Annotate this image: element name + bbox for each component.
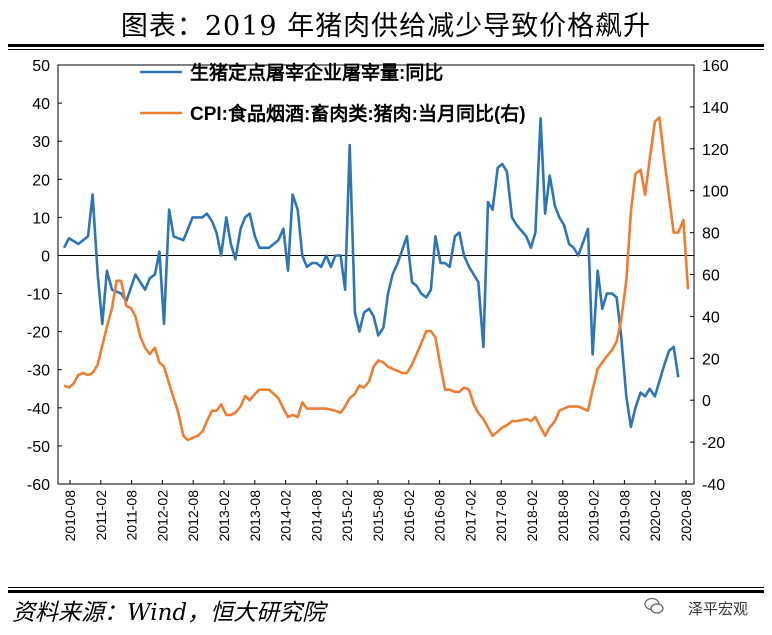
x-tick-label: 2019-08 <box>616 490 632 542</box>
left-tick-label: -60 <box>27 477 50 494</box>
source-note: 资料来源：Wind，恒大研究院 <box>12 600 326 626</box>
x-tick-label: 2020-08 <box>678 490 694 542</box>
right-tick-label: 80 <box>702 226 720 243</box>
x-tick-label: 2020-02 <box>647 490 663 542</box>
x-tick-label: 2015-02 <box>339 490 355 542</box>
x-tick-label: 2018-02 <box>524 490 540 542</box>
right-tick-label: 140 <box>702 100 729 117</box>
left-tick-label: 10 <box>32 210 50 227</box>
left-tick-label: 40 <box>32 96 50 113</box>
right-tick-label: 120 <box>702 142 729 159</box>
right-tick-label: 160 <box>702 58 729 75</box>
x-tick-label: 2017-08 <box>493 490 509 542</box>
right-tick-label: 60 <box>702 268 720 285</box>
brand-label: 泽平宏观 <box>687 600 748 618</box>
right-tick-label: 40 <box>702 309 720 326</box>
footer-rule-thin <box>8 587 764 588</box>
right-tick-label: -20 <box>702 435 725 452</box>
left-tick-label: 0 <box>41 248 50 265</box>
x-tick-label: 2012-02 <box>154 490 170 542</box>
x-tick-label: 2017-02 <box>462 490 478 542</box>
left-tick-label: -30 <box>27 363 50 380</box>
x-tick-label: 2011-08 <box>124 490 140 541</box>
left-tick-label: 50 <box>32 58 50 75</box>
footer-rule-thick <box>8 590 764 593</box>
series-line-slaughter-yoy <box>62 117 680 429</box>
x-tick-label: 2018-08 <box>555 490 571 542</box>
title-rule-thin <box>8 49 764 50</box>
x-tick-label: 2014-08 <box>308 490 324 542</box>
x-tick-label: 2011-02 <box>93 490 109 541</box>
x-tick-label: 2014-02 <box>278 490 294 542</box>
left-tick-label: -50 <box>27 439 50 456</box>
page-title: 图表：2019 年猪肉供给减少导致价格飙升 <box>120 11 652 42</box>
right-tick-label: 100 <box>702 184 729 201</box>
left-tick-label: 20 <box>32 172 50 189</box>
x-tick-label: 2019-02 <box>586 490 602 542</box>
legend-label-slaughter: 生猪定点屠宰企业屠宰量:同比 <box>190 61 443 84</box>
left-tick-label: -10 <box>27 287 50 304</box>
x-tick-label: 2013-08 <box>247 490 263 542</box>
x-tick-label: 2010-08 <box>62 490 78 542</box>
left-tick-label: -40 <box>27 401 50 418</box>
left-tick-label: 30 <box>32 134 50 151</box>
right-tick-label: 20 <box>702 351 720 368</box>
series-line-pork-cpi-yoy <box>63 116 690 442</box>
x-tick-label: 2015-08 <box>370 490 386 542</box>
title-rule-thick <box>8 44 764 47</box>
x-tick-label: 2016-08 <box>432 490 448 542</box>
right-tick-label: 0 <box>702 393 711 410</box>
right-tick-label: -40 <box>702 477 725 494</box>
left-tick-label: -20 <box>27 325 50 342</box>
wechat-icon <box>644 597 664 614</box>
x-tick-label: 2012-08 <box>185 490 201 542</box>
legend-label-pork-cpi: CPI:食品烟酒:畜肉类:猪肉:当月同比(右) <box>190 102 526 125</box>
x-tick-label: 2013-02 <box>216 490 232 542</box>
x-tick-label: 2016-02 <box>401 490 417 542</box>
